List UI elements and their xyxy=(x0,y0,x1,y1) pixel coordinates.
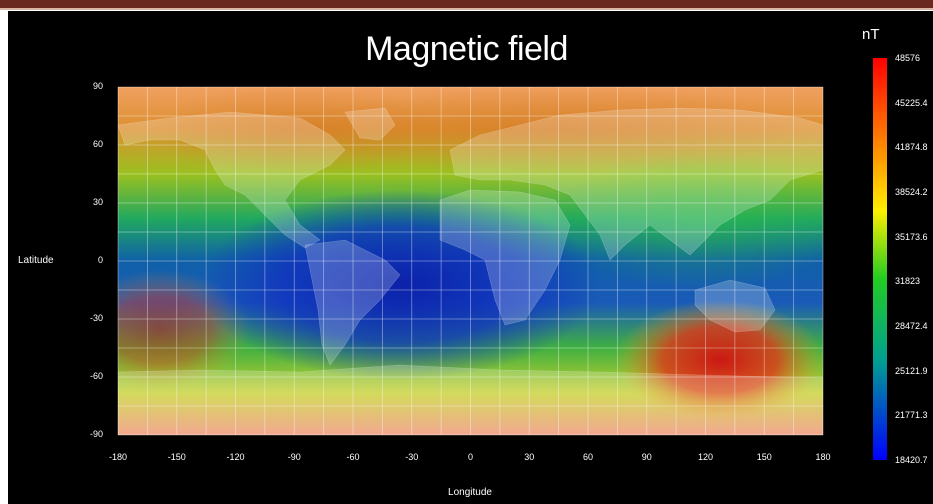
x-tick-label: -90 xyxy=(287,452,301,462)
colorbar-tick-label: 25121.9 xyxy=(895,365,928,376)
colorbar-tick-label: 28472.4 xyxy=(895,321,928,331)
chart-title: Magnetic field xyxy=(365,30,568,68)
x-tick-label: 150 xyxy=(756,452,772,462)
colorbar-tick-label: 38524.2 xyxy=(895,187,928,197)
x-tick-label: 0 xyxy=(467,452,473,462)
x-axis-label: Longitude xyxy=(448,487,492,498)
x-tick-label: -30 xyxy=(405,452,419,462)
grid-lines xyxy=(117,86,824,436)
colorbar-tick-label: 18420.7 xyxy=(895,455,928,465)
colorbar-tick-label: 41874.8 xyxy=(895,142,928,153)
x-tick-label: -150 xyxy=(167,452,186,462)
y-tick-label: 60 xyxy=(92,139,103,149)
top-border-bar xyxy=(0,0,933,10)
x-tick-label: -180 xyxy=(108,452,127,462)
x-tick-label: 120 xyxy=(697,452,714,462)
y-axis-label: Latitude xyxy=(18,255,54,266)
continent-outlines xyxy=(118,107,823,435)
colorbar-tick-label: 48576 xyxy=(895,53,921,63)
colorbar-tick-label: 21771.3 xyxy=(895,410,928,421)
x-tick-label: 30 xyxy=(524,452,535,462)
x-tick-label: -120 xyxy=(226,452,245,462)
colorbar-tick-label: 45225.4 xyxy=(895,97,928,108)
x-tick-label: -60 xyxy=(346,452,360,462)
y-tick-label: 30 xyxy=(92,197,103,207)
colorbar-tick-label: 35173.6 xyxy=(895,231,928,242)
y-tick-label: 0 xyxy=(97,255,103,265)
colorbar-unit-label: nT xyxy=(862,26,880,43)
colorbar-tick-label: 31823 xyxy=(895,276,921,287)
y-tick-label: -60 xyxy=(89,371,103,381)
y-tick-label: -30 xyxy=(89,313,103,323)
x-tick-label: 90 xyxy=(641,452,652,462)
y-tick-label: 90 xyxy=(92,81,103,91)
x-tick-label: 180 xyxy=(815,452,831,462)
field-heatmap xyxy=(118,87,823,435)
y-tick-label: -90 xyxy=(89,429,103,439)
x-tick-label: 60 xyxy=(582,452,593,462)
colorbar xyxy=(873,58,887,460)
